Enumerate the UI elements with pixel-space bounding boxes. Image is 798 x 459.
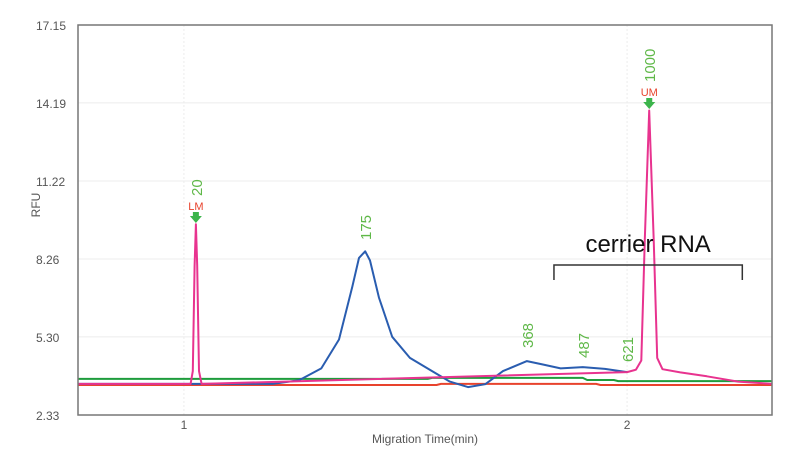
peak-marker-arrow-icon <box>189 212 202 223</box>
peak-size-label: 621 <box>620 337 637 362</box>
peak-size-label: 20 <box>189 179 206 196</box>
series-line <box>78 109 773 385</box>
x-tick-label: 1 <box>181 418 188 432</box>
peak-size-label: 487 <box>576 333 593 358</box>
peak-size-label: 368 <box>520 323 537 348</box>
x-tick-label: 2 <box>624 418 631 432</box>
plot-frame <box>77 24 773 416</box>
y-tick-label: 5.30 <box>36 331 60 345</box>
series-line <box>78 250 628 389</box>
peak-marker-arrow-icon <box>643 98 656 109</box>
y-tick-label: 8.26 <box>36 253 60 267</box>
y-tick-label: 17.15 <box>36 19 66 33</box>
marker-label: UM <box>641 87 658 99</box>
y-tick-label: 14.19 <box>36 97 66 111</box>
series-line <box>78 382 772 386</box>
peak-size-label: 1000 <box>642 49 659 82</box>
annotation-bracket <box>553 264 744 280</box>
y-tick-label: 11.22 <box>36 175 65 189</box>
x-axis-label: Migration Time(min) <box>372 432 478 446</box>
marker-label: LM <box>188 201 203 213</box>
y-axis-label: RFU <box>29 193 43 218</box>
y-tick-label: 2.33 <box>36 409 60 423</box>
peak-size-label: 175 <box>358 215 375 240</box>
series-line <box>78 376 772 383</box>
annotation-text: cerrier RNA <box>585 231 710 258</box>
